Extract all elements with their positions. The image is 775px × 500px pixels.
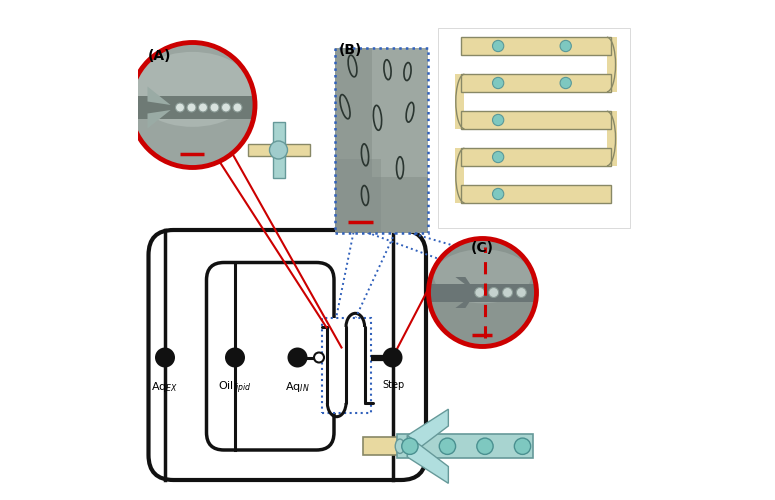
Circle shape: [439, 438, 456, 454]
Bar: [247, 144, 278, 156]
Bar: [455, 148, 464, 203]
Circle shape: [502, 288, 512, 298]
Bar: [273, 150, 284, 178]
Bar: [398, 434, 532, 458]
Bar: [335, 158, 381, 232]
Bar: [607, 37, 617, 92]
Circle shape: [489, 288, 498, 298]
Bar: [460, 74, 611, 92]
Polygon shape: [408, 409, 449, 457]
Bar: [278, 144, 309, 156]
Text: Step: Step: [382, 380, 405, 390]
Circle shape: [492, 114, 504, 126]
Circle shape: [383, 348, 402, 368]
Polygon shape: [147, 110, 170, 128]
Text: (C): (C): [470, 241, 494, 255]
Bar: [607, 111, 617, 166]
Circle shape: [270, 141, 288, 159]
Circle shape: [429, 238, 536, 346]
Bar: [335, 48, 428, 232]
Circle shape: [401, 438, 418, 454]
Circle shape: [516, 288, 526, 298]
Bar: [335, 48, 428, 232]
Circle shape: [560, 78, 571, 88]
Bar: [372, 48, 428, 177]
Text: (B): (B): [339, 42, 363, 56]
Polygon shape: [456, 294, 475, 308]
Bar: [460, 37, 611, 55]
Bar: [363, 437, 400, 456]
Bar: [460, 111, 611, 129]
Bar: [460, 185, 611, 203]
Ellipse shape: [133, 52, 252, 127]
Bar: [130, 96, 255, 118]
Polygon shape: [408, 436, 449, 484]
Circle shape: [477, 438, 493, 454]
FancyBboxPatch shape: [206, 262, 334, 450]
Circle shape: [222, 103, 230, 112]
Circle shape: [288, 348, 308, 368]
Polygon shape: [147, 86, 170, 105]
Circle shape: [492, 188, 504, 200]
Circle shape: [314, 352, 324, 362]
Circle shape: [175, 103, 184, 112]
Text: Aq$_{EX}$: Aq$_{EX}$: [151, 380, 178, 394]
Circle shape: [515, 438, 531, 454]
FancyBboxPatch shape: [149, 230, 426, 480]
Circle shape: [155, 348, 175, 368]
Text: Aq$_{IN}$: Aq$_{IN}$: [285, 380, 310, 394]
Circle shape: [210, 103, 219, 112]
Polygon shape: [456, 277, 475, 291]
Circle shape: [492, 152, 504, 162]
Circle shape: [187, 103, 196, 112]
Ellipse shape: [395, 439, 405, 454]
Circle shape: [233, 103, 242, 112]
Text: (A): (A): [147, 49, 171, 63]
Circle shape: [475, 288, 485, 298]
Text: Oil$_{lipid}$: Oil$_{lipid}$: [219, 380, 252, 396]
Circle shape: [492, 40, 504, 52]
Bar: [460, 148, 611, 166]
Bar: [438, 28, 630, 228]
Circle shape: [560, 40, 571, 52]
Bar: [429, 284, 536, 302]
Circle shape: [225, 348, 245, 368]
Bar: [322, 318, 370, 412]
Circle shape: [198, 103, 208, 112]
Ellipse shape: [434, 250, 531, 304]
Bar: [273, 122, 284, 150]
Bar: [455, 74, 464, 129]
Circle shape: [492, 78, 504, 88]
Circle shape: [130, 42, 255, 168]
